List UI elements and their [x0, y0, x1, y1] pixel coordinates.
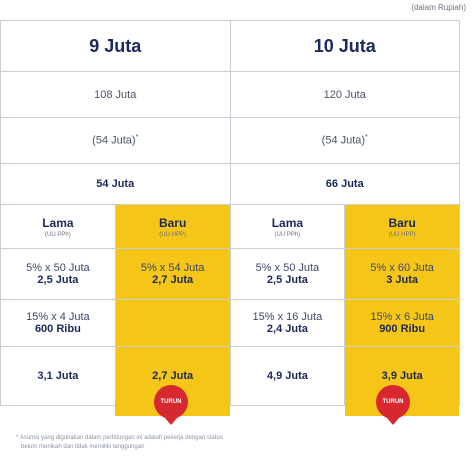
- baru-header-9: Baru (UU HPP): [114, 205, 230, 248]
- calc-result: 3 Juta: [386, 274, 419, 286]
- lama-calc1-9: 5% x 50 Juta 2,5 Juta: [0, 249, 115, 299]
- lama-header-9: Lama (UU PPh): [0, 205, 115, 248]
- lama-calc1-10: 5% x 50 Juta 2,5 Juta: [229, 249, 345, 299]
- baru-calc1-9: 5% x 54 Juta 2,7 Juta: [114, 249, 230, 299]
- lama-total-10: 4,9 Juta: [229, 347, 345, 405]
- baru-label: Baru: [388, 215, 416, 230]
- lama-sub: (UU PPh): [45, 231, 71, 238]
- gross-9: 108 Juta: [0, 72, 230, 117]
- lama-calc2-9: 15% x 4 Juta 600 Ribu: [0, 300, 115, 346]
- calc-result: 2,4 Juta: [266, 323, 308, 335]
- tax-comparison-table: 9 Juta 10 Juta 108 Juta 120 Juta (54 Jut…: [0, 20, 460, 406]
- lama-total-9: 3,1 Juta: [0, 347, 115, 405]
- calc-formula: 15% x 6 Juta: [370, 311, 434, 323]
- calc-formula: 5% x 54 Juta: [140, 262, 205, 274]
- ptkp-9-mark: *: [135, 134, 139, 142]
- down-arrow-icon: [165, 418, 177, 425]
- baru-sub: (UU HPP): [159, 231, 186, 238]
- calc-result: 2,5 Juta: [266, 274, 308, 286]
- gross-10: 120 Juta: [229, 72, 460, 117]
- ptkp-row: (54 Juta)* (54 Juta)*: [0, 118, 459, 164]
- baru-header-10: Baru (UU HPP): [344, 205, 459, 248]
- turun-badge-9: TURUN: [154, 385, 188, 425]
- footnote: * Asumsi yang digunakan dalam perhitunga…: [16, 434, 223, 452]
- footnote-line-2: belum menikah dan tidak memiliki tanggun…: [21, 444, 145, 450]
- calc-result: 600 Ribu: [34, 323, 81, 335]
- lama-label: Lama: [42, 215, 74, 230]
- baru-sub: (UU HPP): [388, 231, 416, 238]
- calc-formula: 15% x 16 Juta: [252, 311, 323, 323]
- lama-header-10: Lama (UU PPh): [229, 205, 345, 248]
- baru-label: Baru: [158, 215, 187, 230]
- calc-row-1: 5% x 50 Juta 2,5 Juta 5% x 54 Juta 2,7 J…: [0, 249, 459, 300]
- baru-calc2-9: [114, 300, 230, 346]
- down-arrow-icon: [387, 418, 399, 425]
- pkp-9: 54 Juta: [0, 164, 230, 204]
- baru-calc1-10: 5% x 60 Juta 3 Juta: [344, 249, 459, 299]
- footnote-line-1: Asumsi yang digunakan dalam perhitungan …: [19, 435, 223, 441]
- calc-result: 2,5 Juta: [37, 274, 79, 286]
- pkp-row: 54 Juta 66 Juta: [0, 164, 459, 205]
- calc-result: 2,7 Juta: [152, 274, 194, 286]
- ptkp-10: (54 Juta)*: [229, 118, 460, 163]
- turun-badge-10: TURUN: [376, 385, 410, 425]
- ptkp-9: (54 Juta)*: [0, 118, 230, 163]
- lama-sub: (UU PPh): [274, 231, 301, 238]
- footnote-mark: *: [16, 435, 19, 441]
- gross-income-row: 108 Juta 120 Juta: [0, 72, 459, 118]
- lama-calc2-10: 15% x 16 Juta 2,4 Juta: [229, 300, 345, 346]
- calc-formula: 5% x 50 Juta: [26, 262, 90, 274]
- ptkp-10-value: (54 Juta): [321, 134, 366, 147]
- pkp-10: 66 Juta: [229, 164, 460, 204]
- badge-label: TURUN: [160, 399, 182, 405]
- unit-note: (dalam Rupiah): [411, 3, 466, 12]
- badge-label: TURUN: [382, 399, 404, 405]
- calc-result: 900 Ribu: [379, 323, 426, 335]
- salary-9-juta: 9 Juta: [0, 21, 230, 71]
- lama-label: Lama: [271, 215, 304, 230]
- baru-calc2-10: 15% x 6 Juta 900 Ribu: [344, 300, 459, 346]
- ptkp-10-mark: *: [365, 134, 368, 142]
- ptkp-9-value: (54 Juta): [92, 134, 136, 147]
- salary-10-juta: 10 Juta: [229, 21, 460, 71]
- regime-header-row: Lama (UU PPh) Baru (UU HPP) Lama (UU PPh…: [0, 205, 459, 249]
- calc-formula: 5% x 50 Juta: [255, 262, 320, 274]
- calc-formula: 15% x 4 Juta: [26, 311, 90, 323]
- salary-row: 9 Juta 10 Juta: [0, 21, 459, 72]
- calc-formula: 5% x 60 Juta: [370, 262, 434, 274]
- calc-row-2: 15% x 4 Juta 600 Ribu 15% x 16 Juta 2,4 …: [0, 300, 459, 347]
